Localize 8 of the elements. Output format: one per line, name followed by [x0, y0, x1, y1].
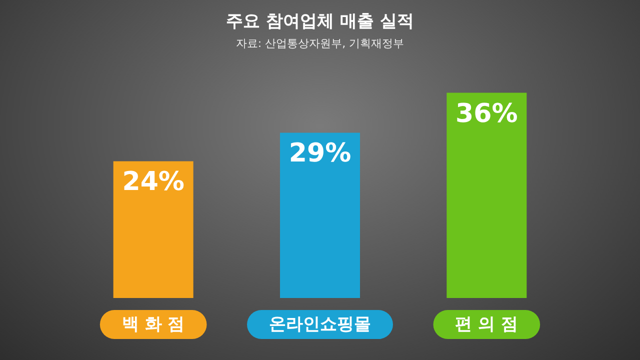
chart-title: 주요 참여업체 매출 실적 [226, 12, 414, 32]
x-tick-label: 온라인쇼핑몰 [269, 314, 371, 334]
data-label: 24% [122, 167, 184, 198]
x-tick-label: 편 의 점 [455, 314, 518, 334]
x-tick-label: 백 화 점 [122, 314, 185, 334]
data-label: 29% [288, 138, 352, 169]
data-label: 36% [456, 98, 518, 129]
chart-subtitle: 자료: 산업통상자원부, 기획재정부 [236, 37, 404, 50]
